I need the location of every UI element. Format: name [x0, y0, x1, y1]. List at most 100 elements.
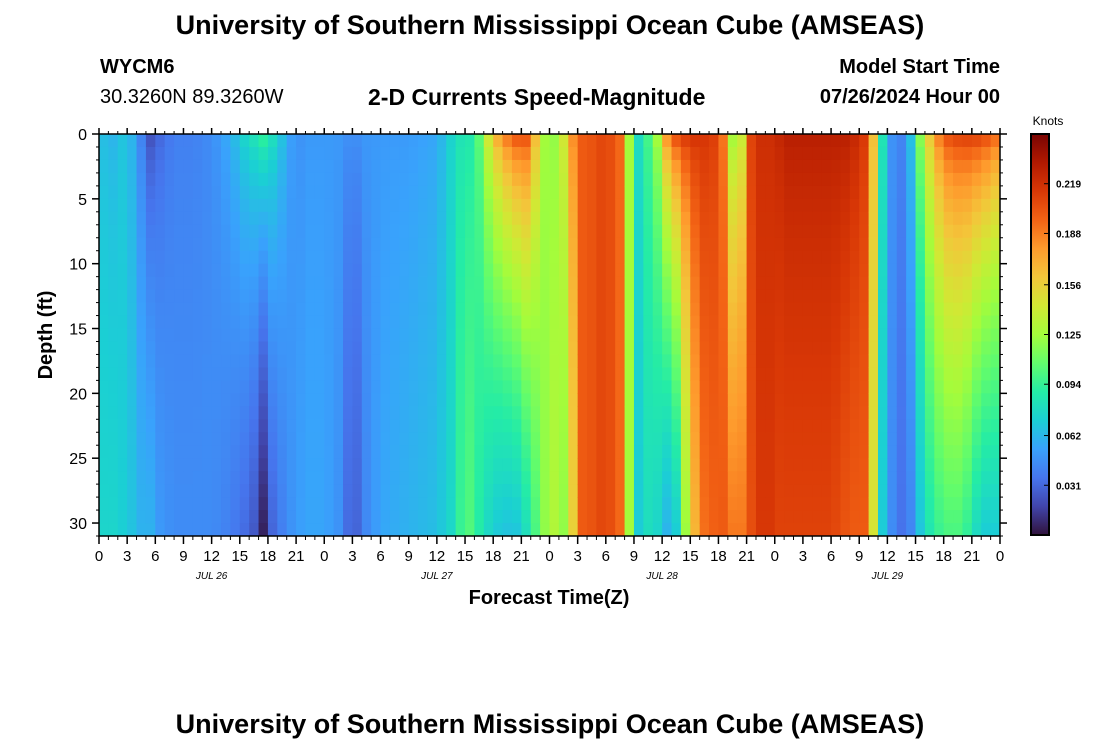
heat-cell — [267, 134, 278, 148]
heat-cell — [211, 172, 222, 187]
heat-cell — [793, 419, 804, 433]
heat-cell — [455, 224, 466, 239]
heat-cell — [633, 263, 644, 278]
heat-cell — [577, 341, 588, 356]
heat-cell — [427, 276, 438, 291]
heat-cell — [155, 263, 166, 278]
heat-cell — [821, 523, 832, 536]
heat-cell — [399, 471, 410, 485]
heat-cell — [821, 341, 832, 356]
heat-cell — [887, 263, 898, 278]
heat-cell — [840, 237, 851, 252]
heat-cell — [699, 354, 710, 369]
heat-cell — [389, 159, 400, 174]
heat-cell — [652, 471, 663, 485]
heat-cell — [784, 250, 795, 265]
heat-cell — [305, 224, 316, 239]
heat-cell — [577, 484, 588, 498]
heat-cell — [530, 497, 541, 511]
heat-cell — [136, 510, 147, 524]
heat-cell — [877, 471, 888, 485]
heat-cell — [249, 341, 260, 356]
heat-cell — [971, 471, 982, 485]
heat-cell — [380, 380, 391, 394]
heat-cell — [174, 510, 185, 524]
heat-cell — [727, 146, 738, 161]
heat-cell — [962, 315, 973, 330]
heat-cell — [624, 198, 635, 213]
heat-cell — [389, 341, 400, 356]
heat-cell — [127, 367, 138, 381]
heat-cell — [474, 263, 485, 278]
heat-cell — [202, 328, 213, 343]
heat-cell — [371, 263, 382, 278]
heat-cell — [483, 250, 494, 265]
heat-cell — [718, 263, 729, 278]
heat-cell — [821, 172, 832, 187]
heat-cell — [174, 172, 185, 187]
heat-cell — [812, 146, 823, 161]
heat-cell — [821, 510, 832, 524]
heat-cell — [906, 458, 917, 472]
heat-cell — [793, 315, 804, 330]
heat-cell — [784, 172, 795, 187]
heat-cell — [727, 263, 738, 278]
heat-cell — [793, 250, 804, 265]
heat-cell — [286, 263, 297, 278]
heat-cell — [174, 471, 185, 485]
heat-cell — [465, 367, 476, 381]
heat-cell — [192, 315, 203, 330]
heat-cell — [99, 523, 109, 536]
heat-cell — [371, 341, 382, 356]
heat-cell — [896, 224, 907, 239]
heat-cell — [389, 315, 400, 330]
heat-cell — [296, 198, 307, 213]
heat-cell — [577, 250, 588, 265]
heat-cell — [746, 172, 757, 187]
heat-cell — [953, 224, 964, 239]
heat-cell — [981, 471, 992, 485]
heat-cell — [540, 276, 551, 291]
heat-cell — [990, 432, 1000, 446]
heat-cell — [699, 172, 710, 187]
heat-cell — [380, 367, 391, 381]
heat-cell — [596, 406, 607, 420]
heat-cell — [333, 380, 344, 394]
heat-cell — [774, 263, 785, 278]
heat-cell — [418, 497, 429, 511]
heat-cell — [812, 341, 823, 356]
heat-cell — [896, 302, 907, 317]
heat-cell — [633, 393, 644, 407]
heat-cell — [474, 354, 485, 369]
heat-cell — [915, 289, 926, 304]
heat-cell — [267, 419, 278, 433]
heat-cell — [924, 380, 935, 394]
heat-cell — [831, 510, 842, 524]
heat-cell — [962, 302, 973, 317]
heat-cell — [192, 471, 203, 485]
heat-cell — [249, 354, 260, 369]
heat-cell — [511, 328, 522, 343]
heat-cell — [971, 172, 982, 187]
heat-cell — [399, 211, 410, 226]
heat-cell — [718, 432, 729, 446]
heat-cell — [474, 393, 485, 407]
heat-cell — [324, 367, 335, 381]
heat-cell — [511, 159, 522, 174]
heat-cell — [117, 315, 128, 330]
heat-cell — [436, 276, 447, 291]
heat-cell — [540, 458, 551, 472]
heat-cell — [211, 484, 222, 498]
heat-cell — [352, 263, 363, 278]
heat-cell — [239, 146, 250, 161]
heat-cell — [906, 341, 917, 356]
colorbar-tick-label: 0.031 — [1056, 481, 1081, 492]
heat-cell — [258, 172, 269, 187]
heat-cell — [127, 406, 138, 420]
heat-cell — [258, 250, 269, 265]
heat-cell — [202, 289, 213, 304]
heat-cell — [108, 354, 119, 369]
heat-cell — [859, 224, 870, 239]
heat-cell — [221, 289, 231, 304]
heat-cell — [680, 367, 691, 381]
